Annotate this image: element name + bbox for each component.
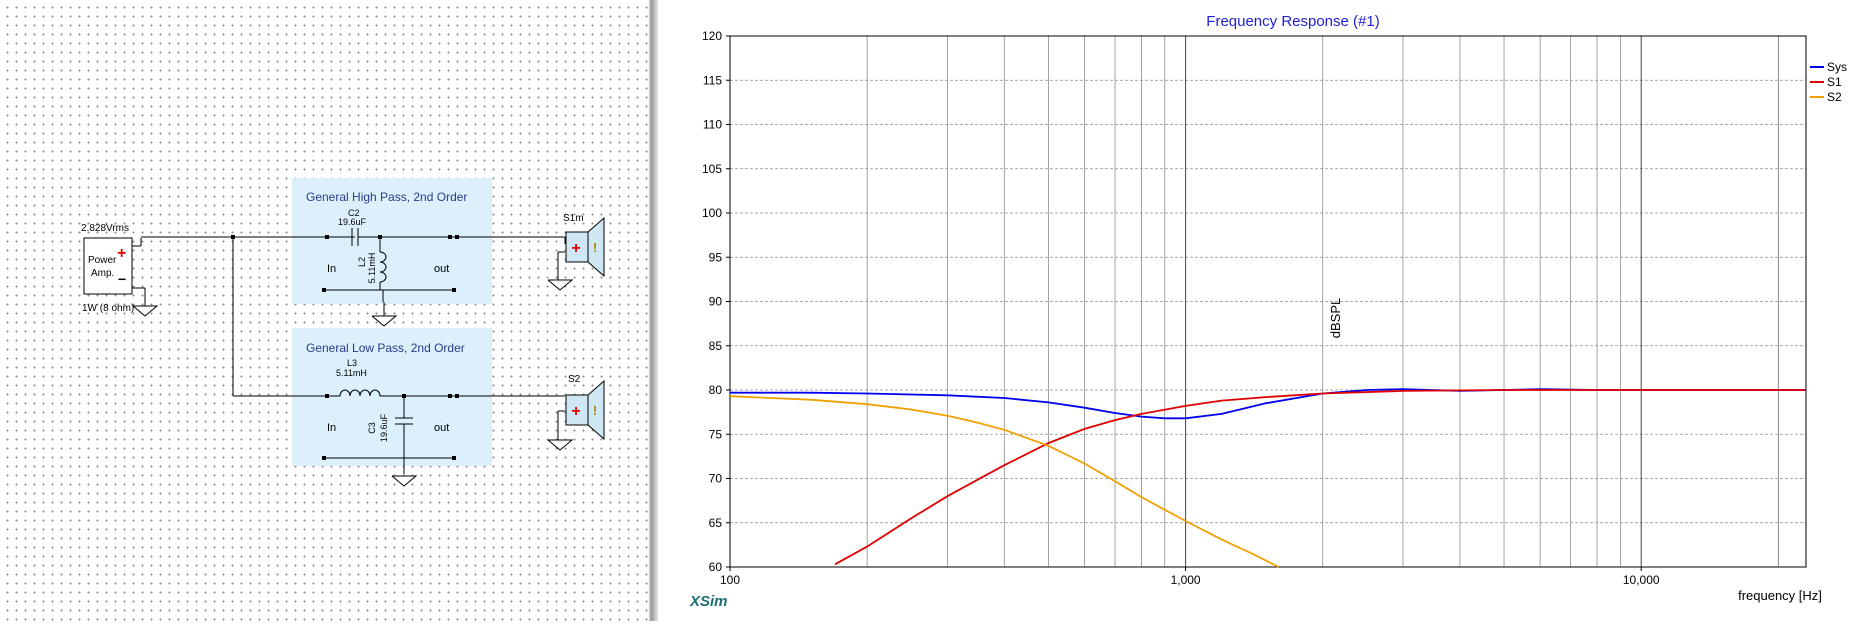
hp-in-label: In: [327, 263, 336, 275]
y-tick-label: 65: [709, 516, 723, 530]
chart-title: Frequency Response (#1): [1206, 13, 1379, 30]
source-label-1: Power: [88, 255, 117, 266]
speaker-2[interactable]: + !: [565, 379, 605, 441]
high-pass-title: General High Pass, 2nd Order: [306, 190, 467, 204]
svg-text:+: +: [571, 403, 580, 420]
schematic-drawing: + ! + ! 2.828Vrms Power Amp. + − 1W (8 o…: [81, 178, 605, 487]
x-ticks: 100 1,000 10,000: [720, 567, 1660, 587]
y-tick-label: 80: [709, 383, 723, 397]
y-tick-label: 115: [703, 73, 722, 87]
ground-icon: [132, 305, 159, 317]
l3-name: L3: [347, 358, 357, 368]
y-tick-label: 60: [709, 560, 723, 574]
l2-value: 5.11mH: [367, 253, 377, 284]
l3-value: 5.11mH: [336, 368, 367, 378]
source-label-2: Amp.: [91, 268, 114, 279]
x-tick-label: 10,000: [1623, 573, 1660, 587]
svg-text:!: !: [593, 403, 597, 418]
y-tick-label: 75: [709, 427, 723, 441]
y-axis-label: dBSPL: [1328, 298, 1343, 338]
svg-text:+: +: [571, 240, 580, 257]
x-tick-label: 1,000: [1171, 573, 1201, 587]
speaker-1[interactable]: + !: [565, 216, 605, 278]
source-rating: 1W (8 ohm): [82, 303, 134, 314]
splitter-handle[interactable]: [649, 0, 658, 621]
legend-entry-s2: S2: [1827, 90, 1842, 104]
y-tick-label: 100: [702, 206, 722, 220]
source-voltage: 2.828Vrms: [81, 223, 129, 234]
x-tick-label: 100: [720, 573, 740, 587]
c3-value: 19.6uF: [379, 413, 389, 442]
x-axis-label: frequency [Hz]: [1738, 588, 1822, 603]
lp-out-label: out: [434, 422, 449, 434]
frequency-response-panel[interactable]: 60 65 70 75 80 85 90 95 100 105 110 115 120 100 1,000…: [658, 0, 1871, 621]
frequency-response-chart: 60 65 70 75 80 85 90 95 100 105 110 115 120 100 1,000…: [689, 13, 1847, 610]
y-tick-label: 95: [709, 250, 723, 264]
low-pass-title: General Low Pass, 2nd Order: [306, 341, 465, 355]
legend-entry-sys: Sys: [1827, 60, 1847, 74]
y-tick-label: 70: [709, 472, 723, 486]
series-line-s1: [834, 389, 1806, 566]
series-line-sys: [730, 388, 1806, 420]
power-amp[interactable]: [83, 237, 159, 317]
high-pass-block[interactable]: [292, 178, 492, 304]
y-tick-label: 85: [709, 339, 723, 353]
series-line-s2: [729, 395, 1280, 568]
y-tick-label: 105: [702, 162, 722, 176]
y-tick-label: 110: [703, 118, 722, 132]
y-tick-label: 90: [709, 295, 723, 309]
lp-in-label: In: [327, 422, 336, 434]
schematic-canvas[interactable]: + ! + ! 2.828Vrms Power Amp. + − 1W (8 o…: [0, 0, 649, 621]
svg-text:!: !: [593, 240, 597, 255]
hp-out-label: out: [434, 263, 449, 275]
plus-icon: +: [117, 245, 126, 262]
series-lines: [729, 388, 1806, 568]
speaker-1-label: S1m: [563, 213, 584, 224]
l2-name: L2: [357, 257, 367, 267]
speaker-2-label: S2: [568, 374, 581, 385]
y-ticks: 60 65 70 75 80 85 90 95 100 105 110 115 120: [702, 29, 730, 574]
y-tick-label: 120: [702, 29, 722, 43]
c2-value: 19.6uF: [338, 217, 367, 227]
legend-entry-s1: S1: [1827, 75, 1842, 89]
minus-icon: −: [118, 271, 126, 287]
chart-grid: [729, 35, 1806, 568]
c2-name: C2: [348, 208, 360, 218]
xsim-logo: XSim: [689, 593, 728, 610]
c3-name: C3: [367, 422, 377, 434]
